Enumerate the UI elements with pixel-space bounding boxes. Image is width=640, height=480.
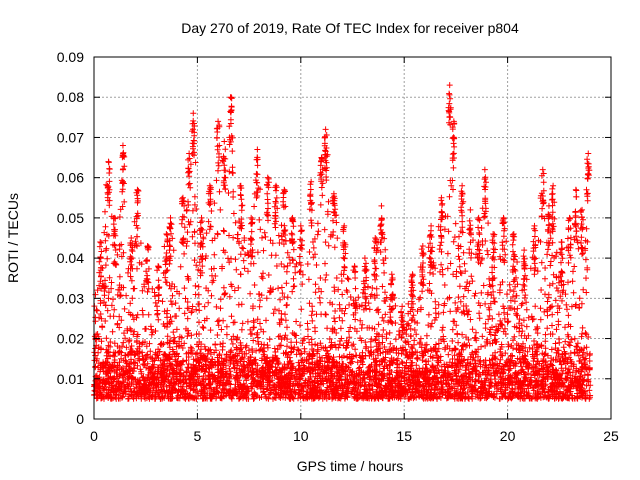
peak-point bbox=[111, 214, 118, 221]
y-tick-label: 0.07 bbox=[57, 129, 84, 145]
data-points bbox=[91, 82, 594, 402]
peak-point bbox=[119, 142, 126, 149]
peak-point bbox=[215, 118, 222, 125]
peak-point bbox=[227, 94, 234, 101]
peak-point bbox=[128, 235, 135, 241]
peak-point bbox=[206, 182, 213, 189]
peak-point bbox=[490, 230, 497, 237]
x-axis-label: GPS time / hours bbox=[297, 458, 404, 474]
x-tick-label: 20 bbox=[500, 428, 516, 444]
chart-title: Day 270 of 2019, Rate Of TEC Index for r… bbox=[181, 20, 519, 36]
peak-point bbox=[450, 118, 457, 125]
peak-point bbox=[186, 150, 193, 157]
peak-point bbox=[281, 186, 288, 193]
y-tick-label: 0.02 bbox=[57, 331, 84, 347]
peak-point bbox=[550, 182, 557, 189]
peak-point bbox=[399, 303, 406, 310]
y-tick-label: 0.04 bbox=[57, 250, 84, 266]
x-tick-label: 0 bbox=[90, 428, 98, 444]
peak-point bbox=[566, 214, 573, 221]
peak-point bbox=[254, 146, 261, 153]
peak-point bbox=[272, 182, 279, 189]
peak-point bbox=[190, 110, 197, 117]
tick-labels: 0 0.01 0.02 0.03 0.04 0.05 0.06 0.07 0.08 0.09 0 5 1… bbox=[57, 49, 619, 444]
y-axis-label: ROTI / TECUs bbox=[5, 193, 21, 283]
peak-point bbox=[297, 222, 304, 229]
x-tick-label: 10 bbox=[293, 428, 309, 444]
peak-point bbox=[144, 243, 151, 250]
y-tick-label: 0.09 bbox=[57, 49, 84, 65]
peak-point bbox=[322, 126, 329, 133]
y-tick-label: 0 bbox=[76, 411, 84, 427]
peak-point bbox=[198, 214, 205, 221]
peak-point bbox=[351, 263, 358, 270]
peak-point bbox=[264, 174, 271, 181]
y-tick-label: 0.06 bbox=[57, 170, 84, 186]
y-tick-label: 0.08 bbox=[57, 89, 84, 105]
peak-point bbox=[481, 166, 488, 173]
peak-point bbox=[308, 178, 315, 185]
peak-point bbox=[155, 263, 162, 270]
peak-point bbox=[521, 247, 528, 254]
peak-point bbox=[388, 271, 395, 278]
peak-point bbox=[459, 182, 466, 189]
peak-point bbox=[510, 230, 517, 237]
peak-point bbox=[409, 271, 416, 278]
peak-point bbox=[167, 214, 174, 221]
x-tick-label: 5 bbox=[194, 428, 202, 444]
peak-point bbox=[572, 186, 579, 193]
peak-point bbox=[221, 138, 228, 145]
peak-point bbox=[539, 166, 546, 173]
peak-point bbox=[531, 222, 538, 229]
plot-frame bbox=[93, 56, 612, 420]
peak-point bbox=[248, 214, 255, 221]
y-tick-label: 0.05 bbox=[57, 210, 84, 226]
peak-point bbox=[330, 190, 337, 197]
peak-point bbox=[475, 214, 482, 221]
peak-point bbox=[289, 214, 296, 221]
peak-point bbox=[428, 222, 435, 229]
peak-point bbox=[500, 214, 507, 221]
peak-point bbox=[378, 202, 385, 209]
peak-point bbox=[579, 206, 586, 213]
roti-scatter-markers bbox=[91, 90, 594, 402]
peak-point bbox=[446, 82, 453, 89]
y-tick-label: 0.01 bbox=[57, 371, 84, 387]
peak-point bbox=[419, 243, 426, 250]
peak-point bbox=[372, 235, 379, 241]
peak-point bbox=[341, 222, 348, 229]
axis-ticks bbox=[93, 56, 612, 420]
x-tick-label: 15 bbox=[396, 428, 412, 444]
peak-point bbox=[318, 154, 325, 161]
peak-point bbox=[163, 230, 170, 237]
peak-point bbox=[237, 182, 244, 189]
peak-point bbox=[438, 194, 445, 201]
peak-point bbox=[467, 206, 474, 213]
x-tick-label: 25 bbox=[603, 428, 619, 444]
peak-point bbox=[105, 158, 112, 165]
peak-point bbox=[179, 194, 186, 201]
y-tick-label: 0.03 bbox=[57, 290, 84, 306]
peak-point bbox=[134, 186, 141, 193]
peak-point bbox=[361, 255, 368, 262]
peak-point bbox=[545, 202, 552, 209]
peak-point bbox=[97, 239, 104, 246]
peak-point bbox=[585, 150, 592, 157]
peak-point bbox=[558, 239, 565, 246]
